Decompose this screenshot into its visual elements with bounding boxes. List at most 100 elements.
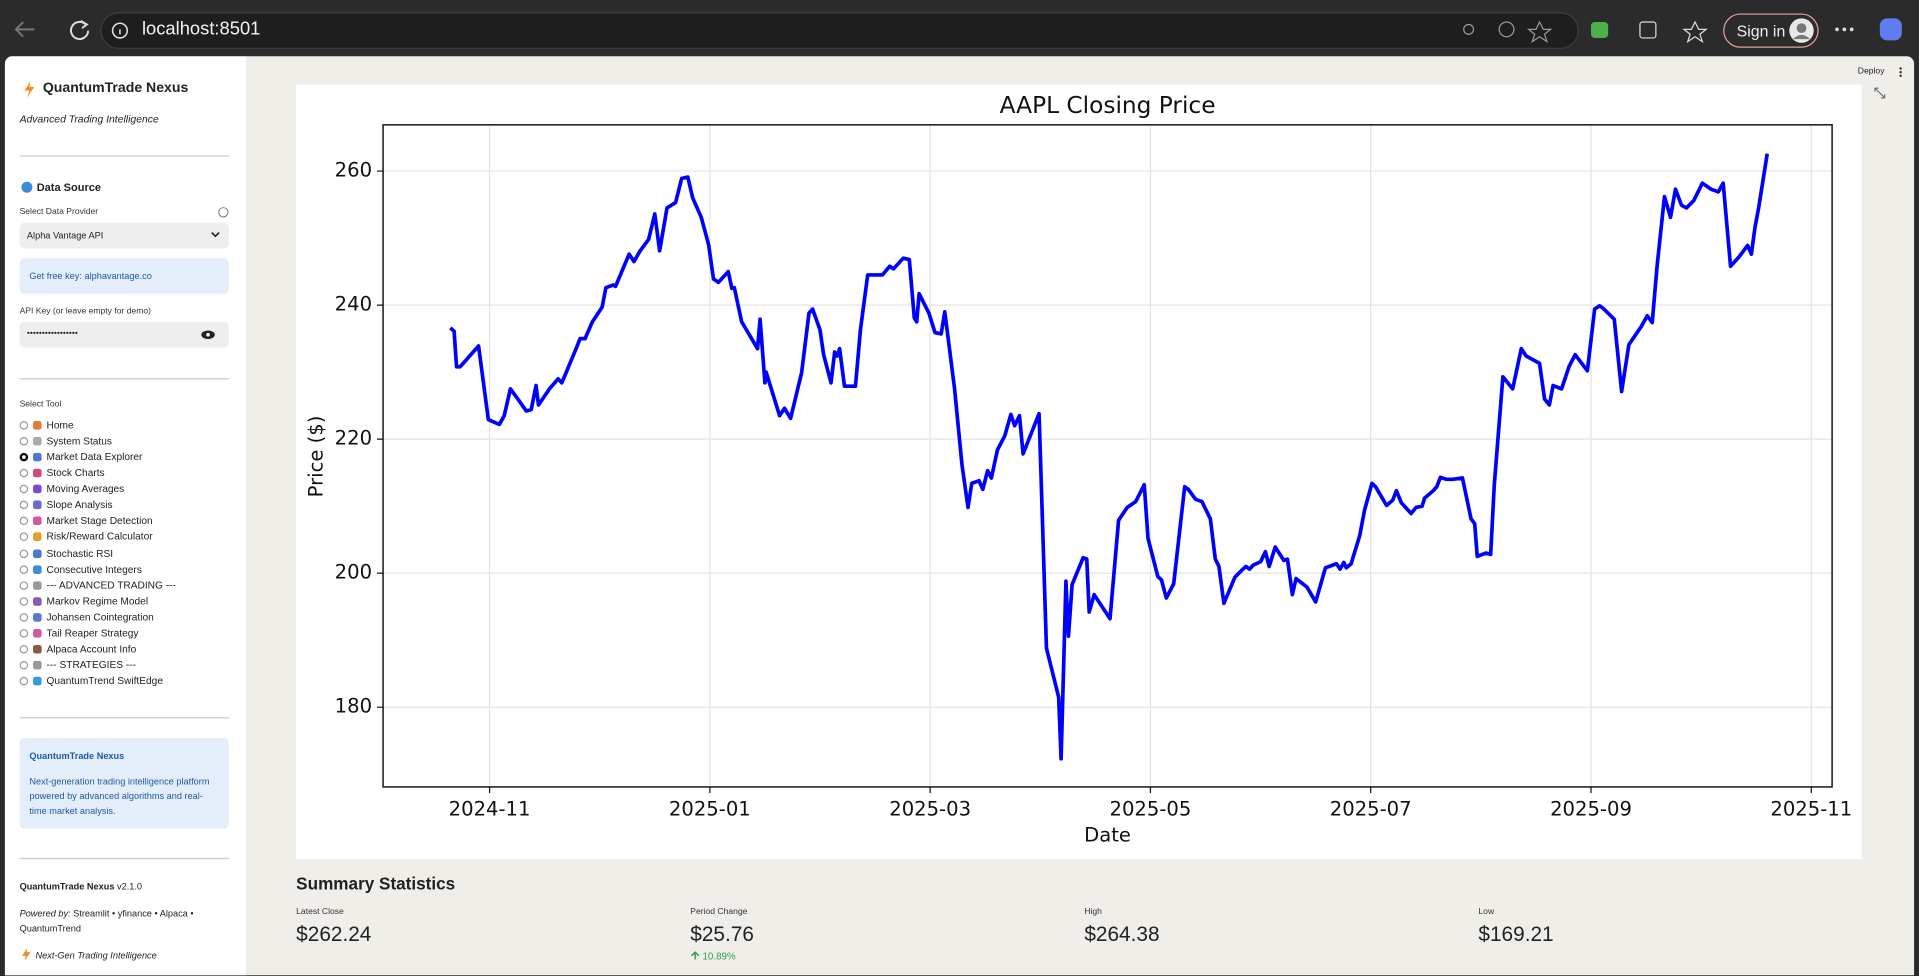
- radio-button[interactable]: [19, 564, 29, 574]
- url-text[interactable]: localhost:8501: [141, 18, 261, 40]
- radio-button[interactable]: [19, 548, 29, 558]
- radio-button[interactable]: [19, 468, 29, 478]
- tool-icon: [33, 516, 42, 526]
- metric-label: Low: [1478, 908, 1495, 917]
- sign-in-text: Sign in: [1736, 22, 1786, 41]
- price-line: [449, 153, 1770, 761]
- tool-option[interactable]: Markov Regime Model: [19, 594, 149, 607]
- y-tick-label: 220: [335, 427, 372, 450]
- radio-button[interactable]: [19, 516, 29, 526]
- radio-button[interactable]: [19, 436, 29, 446]
- tool-option[interactable]: Tail Reaper Strategy: [19, 626, 139, 639]
- tool-label: Consecutive Integers: [46, 562, 142, 575]
- tool-label: Markov Regime Model: [46, 594, 149, 607]
- api-key-input[interactable]: •••••••••••••••••: [19, 321, 229, 348]
- tool-label: --- ADVANCED TRADING ---: [46, 578, 176, 591]
- tool-label: Risk/Reward Calculator: [46, 530, 153, 543]
- sign-in-button[interactable]: Sign in: [1723, 13, 1819, 48]
- tool-option[interactable]: Stochastic RSI: [19, 547, 114, 559]
- divider: [19, 155, 229, 157]
- y-tick-label: 240: [335, 293, 372, 316]
- radio-button[interactable]: [19, 676, 29, 686]
- radio-button[interactable]: [19, 596, 29, 606]
- tool-label: Tail Reaper Strategy: [46, 626, 139, 639]
- tool-label: Market Data Explorer: [46, 450, 143, 463]
- section-heading: Summary Statistics: [296, 873, 456, 894]
- provider-select[interactable]: Alpha Vantage API: [19, 222, 229, 249]
- tool-icon: [33, 548, 42, 558]
- tool-option[interactable]: --- STRATEGIES ---: [19, 658, 136, 671]
- delta-text: 10.89%: [702, 950, 736, 962]
- metric-value: $264.38: [1084, 922, 1160, 947]
- tool-icon: [33, 596, 42, 606]
- tool-option[interactable]: Market Stage Detection: [19, 515, 153, 527]
- chart: AAPL Closing Price Date Price ($) 180 200…: [304, 92, 1852, 846]
- delta-arrow: [690, 951, 700, 960]
- tool-option[interactable]: Johansen Cointegration: [19, 610, 154, 623]
- menu-icons: [1835, 18, 1902, 41]
- metric-value: $25.76: [690, 922, 754, 947]
- tool-label: Slope Analysis: [46, 498, 113, 511]
- tool-option[interactable]: --- ADVANCED TRADING ---: [19, 578, 176, 591]
- tool-icon: [33, 660, 42, 670]
- about-line: powered by advanced algorithms and real-: [29, 790, 203, 802]
- tool-icon: [33, 484, 42, 494]
- version: v2.1.0: [117, 881, 143, 893]
- bolt-icon: [22, 948, 31, 961]
- bolt-icon: [24, 80, 35, 98]
- nav-icons: [14, 19, 90, 40]
- tool-option[interactable]: Slope Analysis: [19, 498, 113, 511]
- chart-title: AAPL Closing Price: [1000, 92, 1216, 119]
- y-tick-label: 260: [335, 159, 372, 182]
- tool-option[interactable]: System Status: [19, 435, 112, 447]
- main-menu[interactable]: [1897, 66, 1904, 81]
- version-line: QuantumTrade Nexus v2.1.0: [20, 881, 142, 892]
- eye-icon[interactable]: [201, 329, 216, 340]
- radio-button[interactable]: [19, 580, 29, 590]
- tool-option[interactable]: Stock Charts: [19, 466, 105, 479]
- metric-value: $169.21: [1478, 922, 1554, 947]
- x-tick-label: 2025-03: [889, 798, 971, 821]
- radio-button[interactable]: [19, 628, 29, 638]
- tool-label: Moving Averages: [46, 482, 125, 495]
- radio-button[interactable]: [19, 660, 29, 670]
- tool-option[interactable]: Alpaca Account Info: [19, 642, 136, 655]
- deploy-button[interactable]: Deploy: [1857, 67, 1885, 76]
- about-line: Next-generation trading intelligence pla…: [29, 775, 210, 787]
- tool-label: Stock Charts: [46, 466, 105, 479]
- radio-button[interactable]: [19, 484, 29, 494]
- metric-label: High: [1084, 908, 1102, 917]
- x-tick-label: 2025-09: [1550, 798, 1632, 821]
- radio-button[interactable]: [19, 500, 29, 510]
- tool-option[interactable]: QuantumTrend SwiftEdge: [19, 674, 163, 687]
- powered-line: Powered by: Streamlit • yfinance • Alpac…: [20, 908, 194, 919]
- app-page: QuantumTrade Nexus Advanced Trading Inte…: [4, 56, 1915, 976]
- about-box: QuantumTrade Nexus Next-generation tradi…: [19, 737, 229, 829]
- tool-icon: [33, 676, 42, 686]
- metric-delta: 10.89%: [690, 950, 736, 962]
- tool-icon: [33, 580, 42, 590]
- radio-button[interactable]: [19, 612, 29, 622]
- y-tick-label: 180: [335, 695, 372, 718]
- address-bar[interactable]: [100, 12, 1579, 49]
- tool-option[interactable]: Moving Averages: [19, 482, 125, 495]
- about-title: QuantumTrade Nexus: [29, 750, 125, 762]
- tool-option[interactable]: Risk/Reward Calculator: [19, 530, 153, 543]
- radio-button[interactable]: [19, 532, 29, 542]
- field-label: Select Tool: [19, 400, 62, 409]
- tool-option[interactable]: Consecutive Integers: [19, 562, 142, 575]
- divider: [19, 857, 229, 860]
- radio-button[interactable]: [19, 644, 29, 654]
- info-icon: [111, 22, 129, 39]
- fullscreen-icon[interactable]: [1874, 87, 1886, 99]
- info-text: Get free key: alphavantage.co: [29, 270, 152, 282]
- radio-button[interactable]: [19, 452, 29, 462]
- app-title: QuantumTrade Nexus: [42, 80, 189, 96]
- tool-option[interactable]: Home: [19, 419, 74, 431]
- tool-option[interactable]: Market Data Explorer: [19, 450, 143, 463]
- plot-frame: [382, 124, 1833, 788]
- radio-button[interactable]: [19, 421, 29, 430]
- tool-icon: [33, 421, 42, 430]
